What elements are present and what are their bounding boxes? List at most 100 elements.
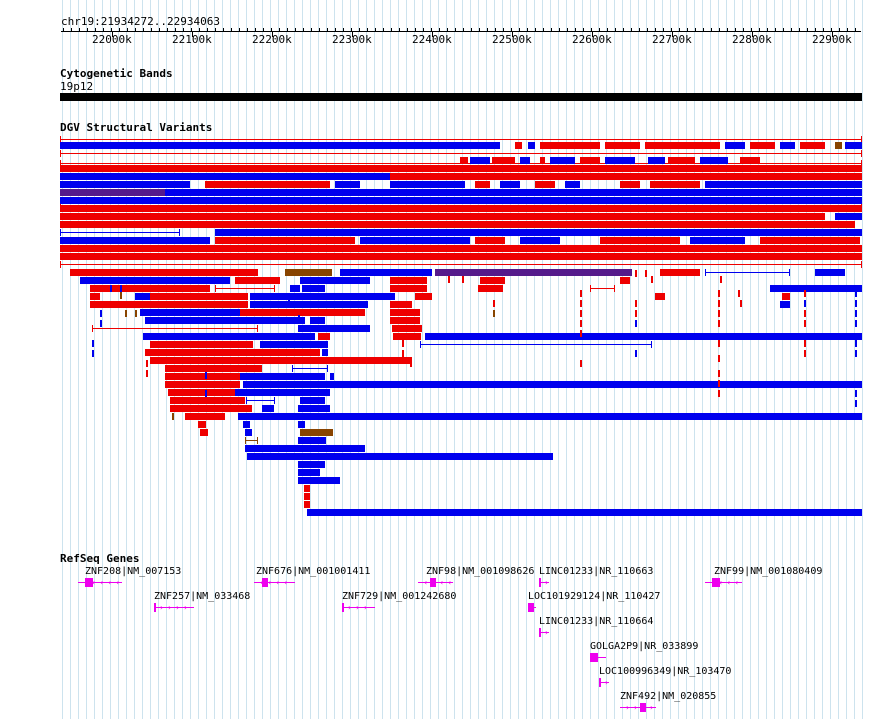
dgv-variant-bar[interactable] [560,142,600,149]
dgv-variant-bar[interactable] [60,237,210,244]
dgv-variant-tick[interactable] [718,300,720,307]
dgv-variant-cap[interactable] [274,397,275,404]
dgv-variant-bar[interactable] [307,509,862,516]
dgv-variant-bar[interactable] [150,293,248,300]
dgv-variant-tick[interactable] [580,310,582,317]
dgv-variant-bar[interactable] [360,237,470,244]
gene-exon[interactable] [590,653,598,662]
dgv-variant-bar[interactable] [460,157,468,164]
dgv-variant-tick[interactable] [720,276,722,283]
dgv-variant-tick[interactable] [804,300,806,307]
dgv-variant-bar[interactable] [302,285,325,292]
dgv-variant-bar[interactable] [150,341,253,348]
dgv-variant-bar[interactable] [285,269,332,276]
dgv-variant-bar[interactable] [340,269,432,276]
gene-exon[interactable] [85,578,93,587]
dgv-variant-tick[interactable] [645,270,647,277]
dgv-variant-bar[interactable] [170,397,245,404]
dgv-variant-bar[interactable] [492,157,515,164]
dgv-variant-bar[interactable] [60,197,862,204]
gene-label-znf208[interactable]: ZNF208|NM_007153 [85,566,182,577]
dgv-variant-bar[interactable] [725,142,745,149]
dgv-variant-bar[interactable] [185,413,225,420]
gene-intron-line[interactable] [620,707,656,708]
gene-intron-line[interactable] [342,607,375,608]
dgv-variant-cap[interactable] [327,365,328,372]
dgv-variant-bar[interactable] [262,405,274,412]
dgv-variant-cap[interactable] [789,269,790,276]
dgv-variant-cap[interactable] [179,229,180,236]
dgv-variant-tick[interactable] [804,350,806,357]
dgv-variant-bar[interactable] [815,269,845,276]
dgv-variant-tick[interactable] [635,320,637,327]
dgv-variant-tick[interactable] [120,285,122,292]
gene-exon[interactable] [539,628,541,637]
dgv-variant-bar[interactable] [165,373,250,380]
dgv-variant-tick[interactable] [651,276,653,283]
dgv-variant-bar[interactable] [238,413,862,420]
dgv-variant-bar[interactable] [620,277,630,284]
dgv-variant-bar[interactable] [298,469,320,476]
dgv-variant-tick[interactable] [100,310,102,317]
dgv-variant-cap[interactable] [60,136,61,143]
gene-exon[interactable] [640,703,646,712]
gene-exon[interactable] [539,578,541,587]
dgv-variant-bar[interactable] [80,277,230,284]
dgv-variant-bar[interactable] [298,437,326,444]
dgv-variant-tick[interactable] [855,340,857,347]
dgv-variant-bar[interactable] [200,429,208,436]
dgv-variant-cap[interactable] [257,325,258,332]
dgv-variant-line[interactable] [60,153,862,154]
gene-intron-line[interactable] [254,582,295,583]
dgv-variant-bar[interactable] [390,277,427,284]
gene-exon[interactable] [262,578,268,587]
dgv-variant-tick[interactable] [718,390,720,397]
dgv-variant-cap[interactable] [420,341,421,348]
dgv-variant-bar[interactable] [215,237,355,244]
dgv-variant-bar[interactable] [215,229,235,236]
gene-label-linc01233-a[interactable]: LINC01233|NR_110663 [539,566,654,577]
dgv-variant-tick[interactable] [718,320,720,327]
dgv-variant-tick[interactable] [135,310,137,317]
dgv-variant-tick[interactable] [100,320,102,327]
dgv-variant-bar[interactable] [655,293,665,300]
dgv-variant-tick[interactable] [580,290,582,297]
dgv-variant-bar[interactable] [800,142,825,149]
dgv-variant-bar[interactable] [390,309,420,316]
dgv-variant-tick[interactable] [92,340,94,347]
dgv-variant-bar[interactable] [535,181,555,188]
dgv-variant-bar[interactable] [845,142,862,149]
dgv-variant-tick[interactable] [462,276,464,283]
dgv-variant-tick[interactable] [402,340,404,347]
dgv-variant-tick[interactable] [580,360,582,367]
dgv-variant-cap[interactable] [257,437,258,444]
gene-label-golga2p9[interactable]: GOLGA2P9|NR_033899 [590,641,699,652]
dgv-variant-bar[interactable] [150,357,412,364]
dgv-variant-tick[interactable] [635,300,637,307]
gene-label-loc100996349[interactable]: LOC100996349|NR_103470 [599,666,732,677]
dgv-variant-bar[interactable] [60,189,165,196]
dgv-variant-bar[interactable] [60,253,862,260]
dgv-variant-tick[interactable] [402,350,404,357]
dgv-variant-tick[interactable] [804,310,806,317]
dgv-variant-bar[interactable] [330,373,334,380]
gene-label-loc101929124[interactable]: LOC101929124|NR_110427 [528,591,661,602]
dgv-variant-bar[interactable] [390,181,465,188]
dgv-variant-bar[interactable] [304,501,310,508]
dgv-variant-bar[interactable] [515,142,522,149]
dgv-variant-tick[interactable] [718,355,720,362]
dgv-variant-cap[interactable] [861,136,862,143]
dgv-variant-bar[interactable] [650,181,700,188]
dgv-variant-bar[interactable] [645,142,720,149]
dgv-variant-bar[interactable] [780,142,795,149]
dgv-variant-bar[interactable] [143,333,315,340]
gene-intron-line[interactable] [539,632,549,633]
gene-intron-line[interactable] [154,607,194,608]
dgv-variant-tick[interactable] [855,400,857,407]
dgv-variant-bar[interactable] [145,317,305,324]
dgv-variant-tick[interactable] [855,290,857,297]
gene-exon[interactable] [154,603,156,612]
dgv-variant-bar[interactable] [480,277,505,284]
dgv-variant-cap[interactable] [245,437,246,444]
dgv-variant-bar[interactable] [300,429,333,436]
